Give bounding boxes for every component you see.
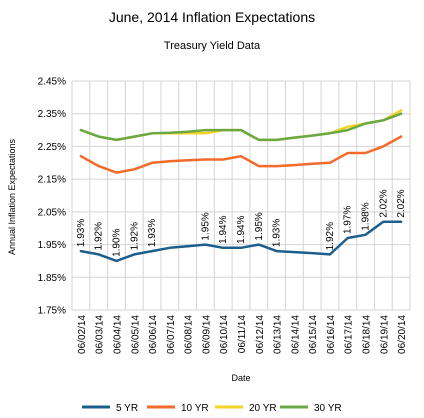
x-tick-label: 06/19/14: [379, 315, 390, 354]
x-tick-label: 06/11/14: [237, 315, 248, 354]
data-label: 1.92%: [94, 222, 105, 250]
data-labels: 1.93% 1.92% 1.90% 1.92% 1.93% 1.95% 1.94% 1.94%…: [76, 189, 407, 257]
x-tick-label: 06/18/14: [362, 315, 373, 354]
y-tick-label: 1.75%: [38, 306, 66, 317]
y-axis-label: Annual Inflation Expectations: [7, 138, 17, 255]
x-tick-label: 06/04/14: [112, 315, 123, 354]
x-axis-label: Date: [231, 373, 250, 383]
data-label: 1.93%: [147, 219, 158, 247]
data-label: 1.92%: [325, 222, 336, 250]
data-label: 1.93%: [76, 219, 87, 247]
x-tick-label: 06/20/14: [397, 315, 408, 354]
y-tick-label: 2.15%: [38, 175, 66, 186]
x-tick-label: 06/02/14: [77, 315, 88, 354]
y-tick-label: 1.85%: [38, 273, 66, 284]
legend-label: 20 YR: [249, 403, 277, 414]
x-tick-labels: 06/02/14 06/03/14 06/04/14 06/05/14 06/06/14…: [77, 315, 408, 354]
x-tick-label: 06/07/14: [166, 315, 177, 354]
x-tick-label: 06/03/14: [95, 315, 106, 354]
series-line-10-yr: [79, 135, 403, 174]
y-tick-labels: 1.75% 1.85% 1.95% 2.05% 2.15% 2.25% 2.35% 2.45%: [38, 77, 66, 317]
y-tick-label: 1.95%: [38, 240, 66, 251]
x-tick-label: 06/17/14: [344, 315, 355, 354]
data-label: 2.02%: [378, 189, 389, 217]
data-label: 1.92%: [129, 222, 140, 250]
y-tick-label: 2.25%: [38, 142, 66, 153]
chart-subtitle: Treasury Yield Data: [164, 40, 261, 52]
x-tick-label: 06/13/14: [273, 315, 284, 354]
legend-label: 5 YR: [116, 403, 138, 414]
y-tick-label: 2.05%: [38, 207, 66, 218]
series-line-5-yr: [79, 220, 403, 263]
series-line-30-yr: [79, 112, 403, 142]
x-tick-label: 06/09/14: [201, 315, 212, 354]
legend: 5 YR 10 YR 20 YR 30 YR: [82, 403, 342, 414]
data-label: 1.90%: [111, 228, 122, 256]
x-tick-label: 06/12/14: [255, 315, 266, 354]
data-label: 1.93%: [272, 219, 283, 247]
series-line-20-yr: [79, 109, 403, 142]
data-label: 1.98%: [361, 202, 372, 230]
data-label: 1.97%: [343, 206, 354, 234]
x-tick-label: 06/05/14: [130, 315, 141, 354]
data-label: 1.94%: [236, 215, 247, 243]
legend-label: 30 YR: [314, 403, 342, 414]
gridlines: [71, 80, 411, 311]
series-lines: [79, 109, 403, 263]
x-tick-label: 06/15/14: [308, 315, 319, 354]
legend-label: 10 YR: [181, 403, 209, 414]
data-label: 1.94%: [218, 215, 229, 243]
data-label: 1.95%: [254, 212, 265, 240]
x-tick-label: 06/14/14: [290, 315, 301, 354]
x-tick-label: 06/08/14: [184, 315, 195, 354]
data-label: 2.02%: [396, 189, 407, 217]
y-tick-label: 2.45%: [38, 77, 66, 88]
y-tick-label: 2.35%: [38, 109, 66, 120]
x-tick-label: 06/16/14: [326, 315, 337, 354]
chart-title: June, 2014 Inflation Expectations: [109, 9, 315, 25]
data-label: 1.95%: [200, 212, 211, 240]
x-tick-label: 06/10/14: [219, 315, 230, 354]
x-tick-label: 06/06/14: [148, 315, 159, 354]
